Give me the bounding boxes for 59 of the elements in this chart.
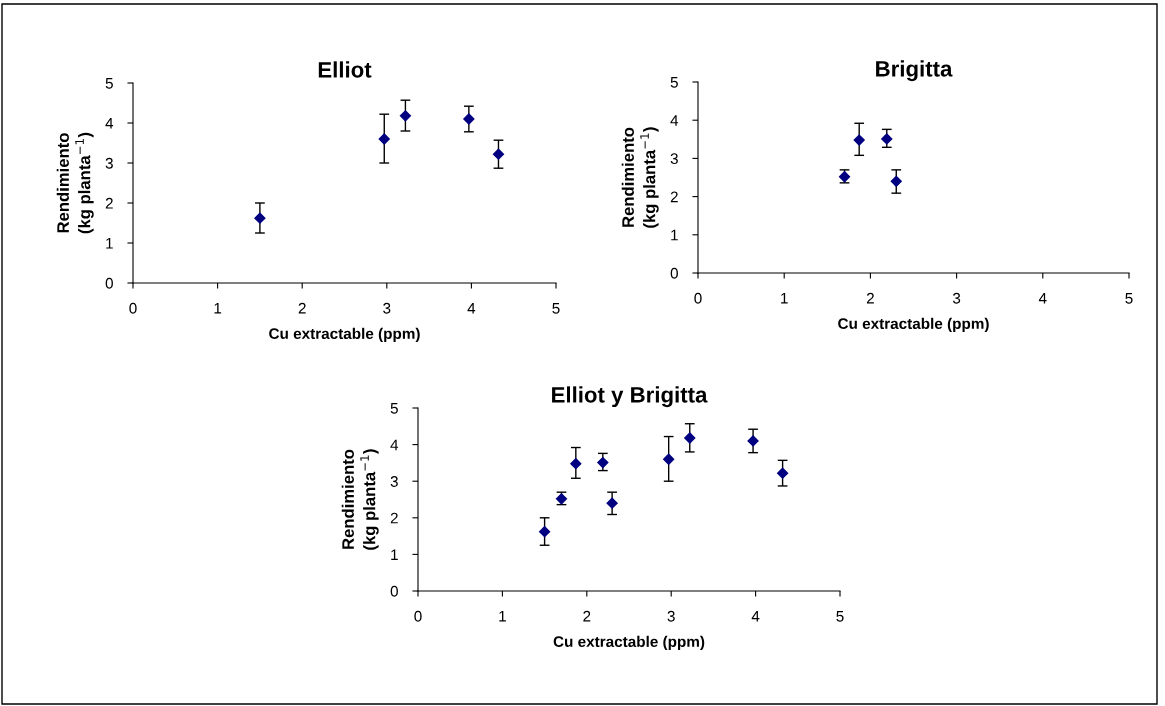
point [378, 133, 390, 145]
y-tick-label: 2 [105, 197, 113, 209]
y-tick-label: 0 [390, 585, 398, 597]
y-tick-label: 5 [105, 78, 113, 89]
point [881, 133, 893, 145]
x-tick-label: 2 [298, 302, 306, 314]
x-tick-label: 4 [1038, 293, 1047, 304]
x-axis-title: Cu extractable (ppm) [838, 317, 989, 333]
point [463, 113, 475, 125]
y-tick-label: 4 [670, 115, 679, 126]
point [747, 435, 759, 447]
chart-title: Elliot [318, 61, 372, 78]
y-tick-label: 0 [670, 267, 678, 279]
x-tick-label: 4 [751, 611, 760, 622]
point [853, 134, 865, 146]
y-tick-label: 4 [105, 118, 114, 129]
x-tick-label: 5 [552, 303, 560, 314]
y-tick-label: 0 [105, 277, 113, 289]
y-tick-label: 3 [390, 476, 398, 487]
y-tick-label: 3 [670, 153, 678, 165]
y-tick-label: 1 [106, 238, 113, 249]
y-tick-label: 5 [670, 77, 678, 88]
point [606, 497, 618, 509]
y-tick-label: 1 [391, 549, 398, 560]
point [890, 175, 902, 187]
point [663, 453, 675, 465]
x-tick-label: 0 [129, 302, 137, 314]
y-axis-title: Rendimiento (kg planta$^{−1}$) [621, 127, 659, 228]
y-tick-label: 2 [670, 191, 678, 203]
x-axis-title: Cu extractable (ppm) [553, 635, 705, 651]
y-axis-title: Rendimiento (kg planta$^{−1}$) [341, 449, 379, 550]
point [492, 148, 505, 160]
y-tick-label: 2 [390, 512, 398, 524]
x-tick-label: 2 [583, 610, 591, 622]
chart-title: Elliot y Brigitta [552, 386, 708, 408]
point [597, 456, 609, 469]
point [399, 110, 412, 122]
x-tick-label: 1 [781, 293, 788, 304]
y-tick-label: 5 [390, 403, 398, 414]
point [570, 458, 582, 470]
x-tick-label: 5 [836, 611, 844, 622]
chart-title: Brigitta [876, 60, 953, 82]
x-tick-label: 1 [214, 303, 222, 314]
x-tick-label: 0 [414, 610, 422, 622]
y-tick-label: 1 [671, 229, 678, 241]
x-axis-title: Cu extractable (ppm) [269, 327, 420, 343]
x-tick-label: 3 [952, 292, 961, 304]
x-tick-label: 2 [866, 292, 874, 304]
point [538, 526, 551, 538]
x-tick-label: 4 [467, 303, 476, 314]
x-tick-label: 0 [694, 292, 702, 304]
y-axis-title: Rendimiento (kg planta$^{−1}$) [56, 132, 94, 234]
y-tick-label: 4 [390, 439, 399, 451]
y-tick-label: 3 [105, 157, 113, 169]
point [684, 432, 696, 444]
x-tick-label: 5 [1125, 293, 1133, 304]
x-tick-label: 1 [499, 611, 506, 622]
point [254, 212, 266, 224]
point [777, 467, 789, 479]
